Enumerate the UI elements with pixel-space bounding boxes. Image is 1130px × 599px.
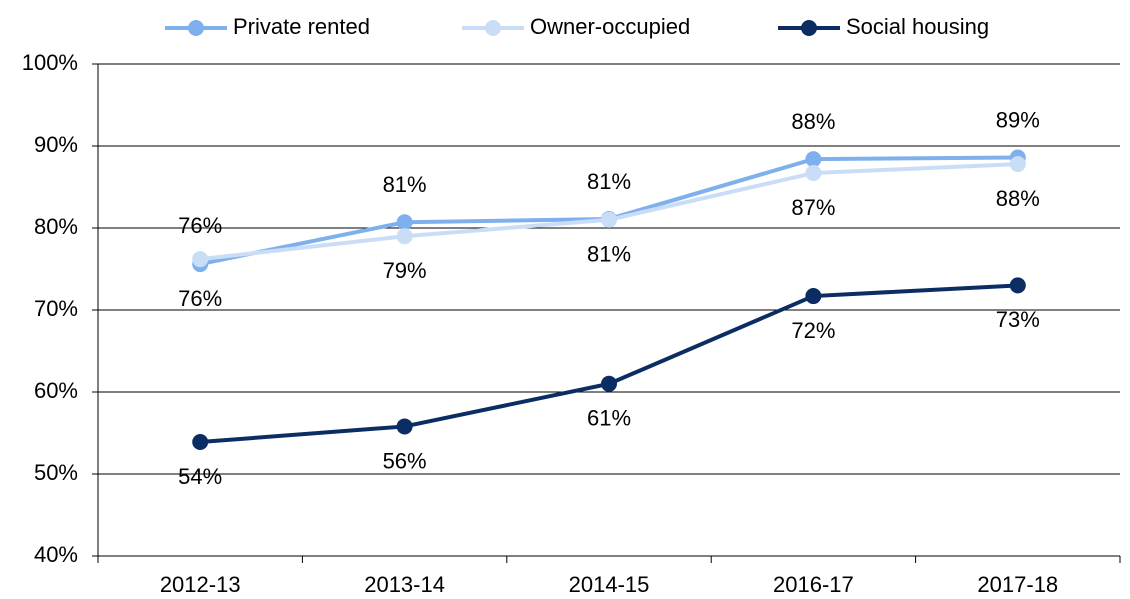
data-label: 88% [996,186,1040,211]
y-tick-label: 40% [34,542,78,567]
data-label: 54% [178,464,222,489]
data-point [805,151,822,168]
legend-marker [485,20,501,36]
y-tick-label: 80% [34,214,78,239]
data-point [192,251,209,268]
data-point [396,228,413,245]
x-tick-label: 2016-17 [773,572,854,597]
data-point [601,211,617,228]
data-label: 76% [178,286,222,311]
data-point [601,375,617,392]
data-label: 72% [791,318,835,343]
y-tick-label: 100% [22,50,78,75]
x-tick-label: 2012-13 [160,572,241,597]
legend-label: Private rented [233,14,370,39]
legend-marker [188,20,204,36]
data-point [805,165,822,182]
x-tick-label: 2014-15 [569,572,650,597]
x-tick-label: 2013-14 [364,572,445,597]
y-tick-label: 70% [34,296,78,321]
data-label: 88% [791,109,835,134]
data-point [396,214,413,231]
legend-marker [801,20,817,36]
data-point [396,418,413,435]
legend-label: Social housing [846,14,989,39]
y-tick-label: 90% [34,132,78,157]
data-label: 73% [996,307,1040,332]
data-label: 81% [587,242,631,267]
data-label: 61% [587,406,631,431]
data-label: 81% [587,169,631,194]
data-point [192,434,209,451]
y-tick-label: 50% [34,460,78,485]
x-tick-label: 2017-18 [977,572,1058,597]
data-label: 87% [791,195,835,220]
data-point [1009,156,1026,173]
data-label: 56% [383,448,427,473]
data-label: 89% [996,107,1040,132]
legend-label: Owner-occupied [530,14,690,39]
data-point [805,288,822,305]
data-label: 79% [383,258,427,283]
data-point [1009,277,1026,294]
data-label: 81% [383,172,427,197]
y-tick-label: 60% [34,378,78,403]
data-label: 76% [178,213,222,238]
